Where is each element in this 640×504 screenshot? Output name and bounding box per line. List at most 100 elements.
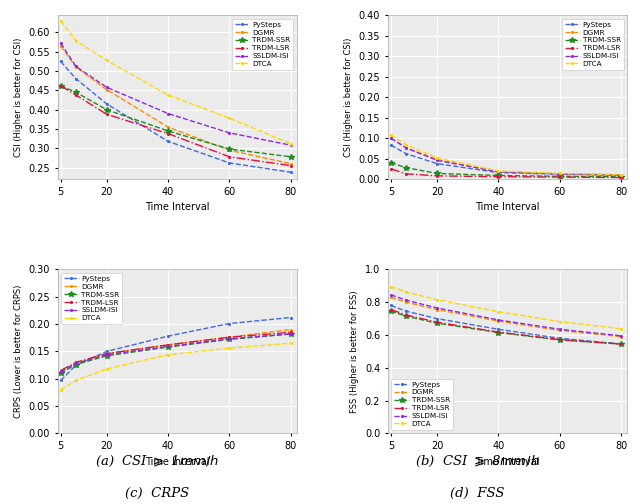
TRDM-LSR — [403, 312, 410, 318]
SSLDM-ISI — [57, 40, 65, 46]
DGMR — [495, 169, 502, 175]
TRDM-SSR — [57, 83, 65, 89]
TRDM-LSR — [225, 154, 233, 160]
Line: SSLDM-ISI: SSLDM-ISI — [389, 137, 623, 177]
Text: (d)  FSS: (d) FSS — [449, 487, 504, 500]
TRDM-LSR — [556, 337, 564, 343]
TRDM-SSR — [287, 331, 294, 337]
DTCA — [403, 289, 410, 295]
Line: DGMR: DGMR — [389, 137, 623, 177]
TRDM-SSR — [556, 337, 564, 343]
TRDM-LSR — [617, 174, 625, 180]
TRDM-SSR — [57, 370, 65, 376]
TRDM-LSR — [72, 359, 80, 365]
Legend: PySteps, DGMR, TRDM-SSR, TRDM-LSR, SSLDM-ISI, DTCA: PySteps, DGMR, TRDM-SSR, TRDM-LSR, SSLDM… — [61, 273, 122, 324]
DTCA — [433, 297, 441, 303]
X-axis label: Time Interval: Time Interval — [145, 457, 209, 467]
TRDM-LSR — [403, 171, 410, 177]
DTCA — [287, 141, 294, 147]
SSLDM-ISI — [164, 343, 172, 349]
PySteps — [287, 169, 294, 175]
Line: SSLDM-ISI: SSLDM-ISI — [389, 293, 623, 338]
PySteps — [57, 58, 65, 65]
PySteps — [433, 316, 441, 322]
TRDM-LSR — [164, 131, 172, 137]
X-axis label: Time Interval: Time Interval — [145, 203, 209, 212]
PySteps — [495, 169, 502, 175]
PySteps — [403, 151, 410, 157]
TRDM-LSR — [225, 334, 233, 340]
PySteps — [103, 101, 111, 107]
DGMR — [57, 43, 65, 49]
DTCA — [556, 170, 564, 176]
PySteps — [617, 172, 625, 178]
Line: TRDM-SSR: TRDM-SSR — [388, 308, 624, 347]
TRDM-LSR — [617, 341, 625, 347]
TRDM-SSR — [164, 344, 172, 350]
DGMR — [617, 172, 625, 178]
SSLDM-ISI — [225, 130, 233, 136]
PySteps — [225, 160, 233, 166]
PySteps — [72, 362, 80, 368]
Line: PySteps: PySteps — [59, 316, 292, 382]
DGMR — [287, 327, 294, 333]
PySteps — [387, 142, 395, 148]
Line: DTCA: DTCA — [59, 342, 292, 392]
TRDM-SSR — [495, 330, 502, 336]
DGMR — [103, 87, 111, 93]
PySteps — [164, 333, 172, 339]
DTCA — [495, 168, 502, 174]
TRDM-LSR — [287, 329, 294, 335]
Line: DGMR: DGMR — [389, 295, 623, 338]
SSLDM-ISI — [556, 171, 564, 177]
Line: TRDM-LSR: TRDM-LSR — [389, 167, 623, 179]
Line: DTCA: DTCA — [389, 285, 623, 331]
Line: SSLDM-ISI: SSLDM-ISI — [59, 41, 292, 147]
SSLDM-ISI — [287, 142, 294, 148]
SSLDM-ISI — [556, 326, 564, 332]
DGMR — [57, 368, 65, 374]
TRDM-LSR — [433, 319, 441, 325]
SSLDM-ISI — [103, 352, 111, 358]
DTCA — [387, 132, 395, 138]
Y-axis label: CSI (Higher is better for CSI): CSI (Higher is better for CSI) — [344, 37, 353, 157]
TRDM-LSR — [495, 174, 502, 180]
TRDM-SSR — [387, 160, 395, 166]
X-axis label: Time Interval: Time Interval — [476, 457, 540, 467]
DGMR — [164, 342, 172, 348]
Line: TRDM-SSR: TRDM-SSR — [58, 83, 294, 160]
TRDM-SSR — [72, 89, 80, 95]
Line: DGMR: DGMR — [59, 328, 292, 373]
Line: TRDM-LSR: TRDM-LSR — [59, 84, 292, 167]
TRDM-SSR — [72, 361, 80, 367]
DGMR — [403, 145, 410, 151]
Line: DTCA: DTCA — [59, 19, 292, 145]
PySteps — [556, 171, 564, 177]
Line: PySteps: PySteps — [59, 59, 292, 174]
DTCA — [617, 172, 625, 178]
DTCA — [164, 352, 172, 358]
Legend: PySteps, DGMR, TRDM-SSR, TRDM-LSR, SSLDM-ISI, DTCA: PySteps, DGMR, TRDM-SSR, TRDM-LSR, SSLDM… — [232, 19, 293, 70]
PySteps — [403, 308, 410, 314]
TRDM-LSR — [103, 351, 111, 357]
Legend: PySteps, DGMR, TRDM-SSR, TRDM-LSR, SSLDM-ISI, DTCA: PySteps, DGMR, TRDM-SSR, TRDM-LSR, SSLDM… — [563, 19, 623, 70]
DGMR — [103, 351, 111, 357]
TRDM-LSR — [433, 173, 441, 179]
DGMR — [556, 328, 564, 334]
Line: DGMR: DGMR — [59, 44, 292, 165]
TRDM-SSR — [495, 172, 502, 178]
TRDM-LSR — [287, 163, 294, 169]
DTCA — [287, 340, 294, 346]
TRDM-LSR — [103, 111, 111, 117]
SSLDM-ISI — [72, 64, 80, 70]
SSLDM-ISI — [225, 336, 233, 342]
PySteps — [103, 348, 111, 354]
DTCA — [403, 142, 410, 148]
SSLDM-ISI — [287, 331, 294, 337]
TRDM-SSR — [103, 353, 111, 359]
DTCA — [103, 366, 111, 372]
SSLDM-ISI — [164, 110, 172, 116]
TRDM-SSR — [225, 336, 233, 342]
DTCA — [617, 326, 625, 332]
DTCA — [72, 38, 80, 44]
